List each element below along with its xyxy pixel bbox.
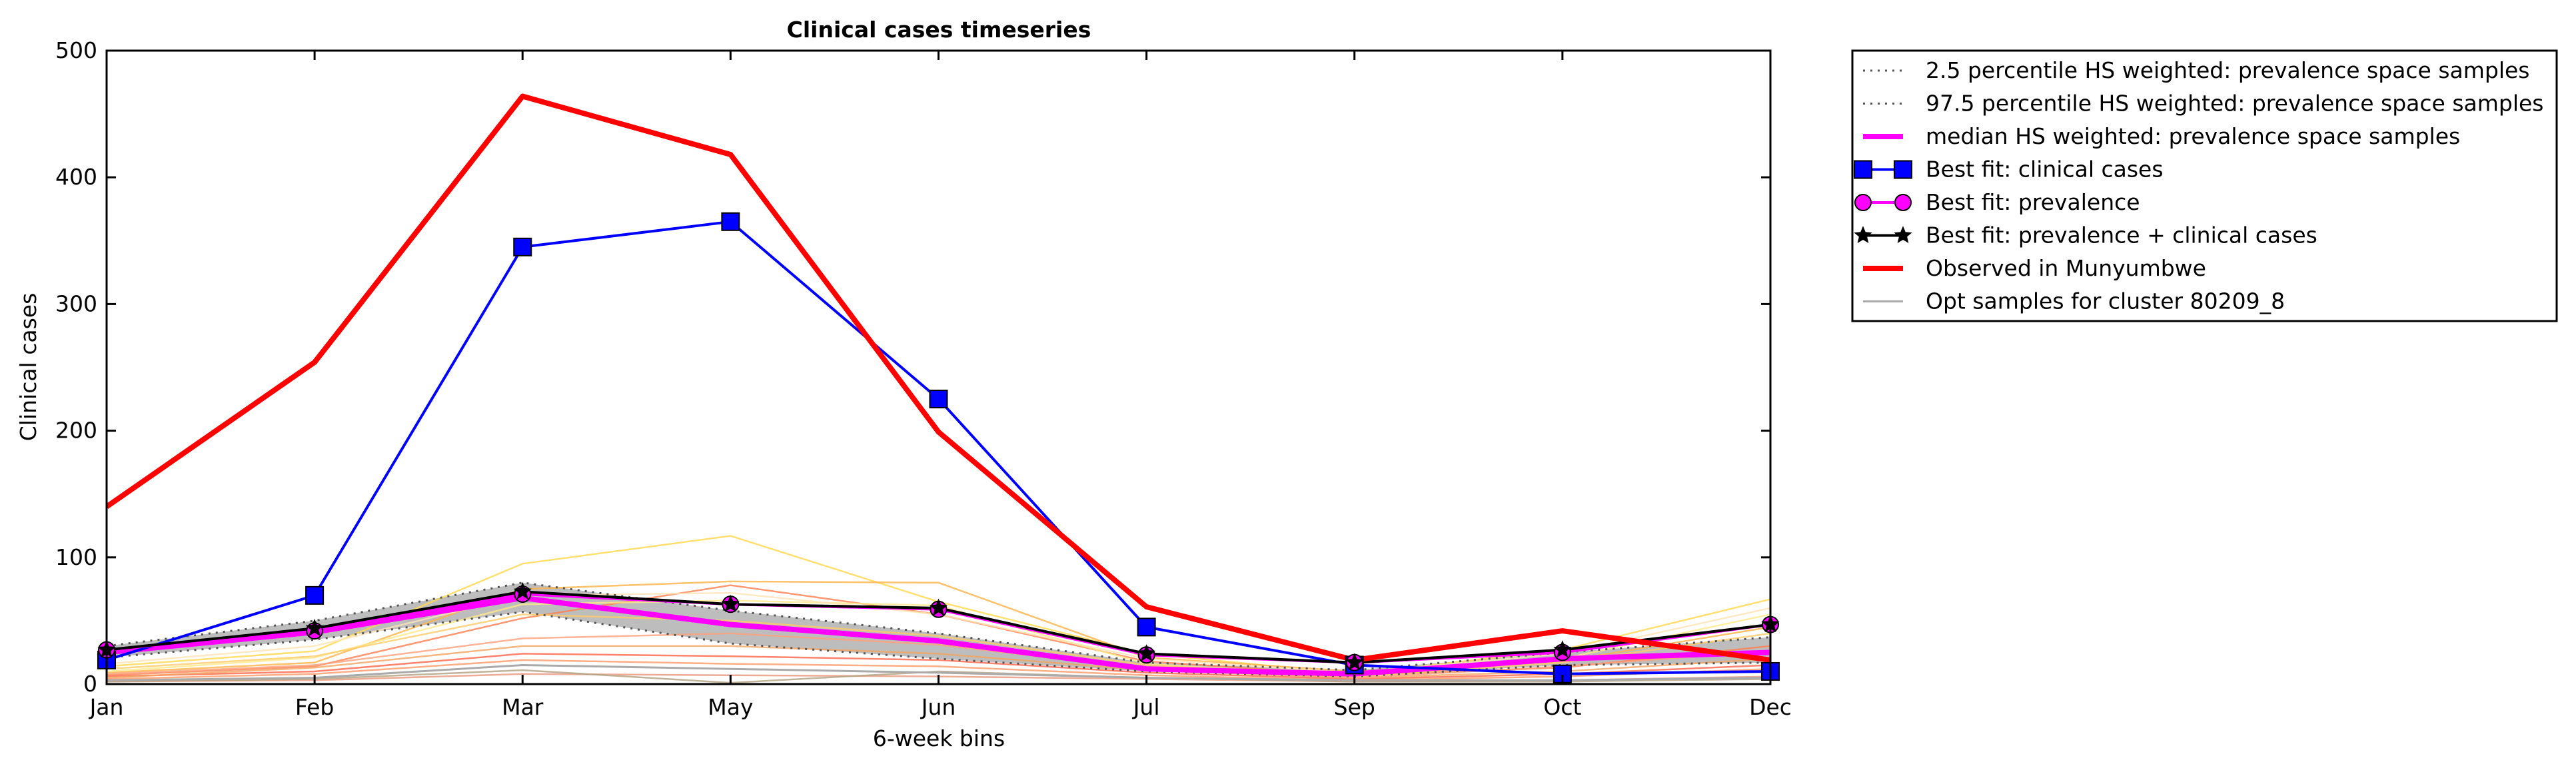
y-tick-label: 300 bbox=[55, 290, 97, 316]
square-marker bbox=[513, 237, 532, 256]
legend-label: Observed in Munyumbwe bbox=[1926, 255, 2206, 281]
star-marker bbox=[1854, 226, 1872, 244]
legend-label: Best fit: prevalence bbox=[1926, 189, 2140, 215]
star-marker bbox=[1894, 226, 1912, 244]
marker-layer bbox=[97, 212, 1780, 683]
square-marker bbox=[721, 212, 740, 231]
x-tick-label: Oct bbox=[1543, 694, 1581, 720]
y-tick-label: 0 bbox=[83, 671, 97, 697]
star-marker bbox=[1345, 653, 1364, 671]
series-line-percentile bbox=[107, 611, 1770, 678]
star-marker bbox=[305, 618, 324, 636]
y-tick-label: 400 bbox=[55, 164, 97, 190]
legend-label: Best fit: prevalence + clinical cases bbox=[1926, 222, 2317, 248]
star-marker bbox=[721, 594, 740, 612]
percentile-band bbox=[107, 582, 1770, 677]
legend-square-marker bbox=[1854, 160, 1872, 179]
legend-label: Best fit: clinical cases bbox=[1926, 157, 2164, 183]
legend-circle-marker bbox=[1894, 194, 1912, 211]
square-marker bbox=[305, 585, 324, 605]
percentile-band-layer bbox=[107, 582, 1770, 677]
axes-layer: 0 100 200 300 400 500 Jan Feb Mar May Jun Jul Sep Oct… bbox=[55, 37, 1792, 720]
series-line-percentile bbox=[107, 581, 1770, 671]
star-marker bbox=[1553, 640, 1572, 658]
y-tick-label: 500 bbox=[55, 37, 97, 63]
series-line-opt-sample bbox=[107, 663, 1770, 681]
x-axis-title: 6-week bins bbox=[873, 725, 1005, 751]
series-line-thick bbox=[107, 93, 1770, 663]
legend-label: median HS weighted: prevalence space sam… bbox=[1926, 123, 2460, 149]
x-tick-label: Feb bbox=[295, 694, 334, 720]
legend-circle-marker bbox=[1854, 194, 1872, 211]
series-line-thick bbox=[107, 595, 1770, 677]
square-marker bbox=[1137, 617, 1156, 637]
legend-label: 2.5 percentile HS weighted: prevalence s… bbox=[1926, 57, 2530, 83]
x-tick-label: Sep bbox=[1334, 694, 1375, 720]
y-axis-title: Clinical cases bbox=[15, 293, 41, 442]
chart-title: Clinical cases timeseries bbox=[787, 17, 1091, 43]
x-tick-label: Mar bbox=[502, 694, 544, 720]
opt-sample-line bbox=[107, 645, 1770, 679]
legend-label: 97.5 percentile HS weighted: prevalence … bbox=[1926, 91, 2544, 117]
opt-sample-line bbox=[107, 653, 1770, 680]
star-marker bbox=[929, 598, 948, 616]
y-tick-label: 100 bbox=[55, 544, 97, 570]
x-tick-label: Jul bbox=[1132, 694, 1160, 720]
star-marker bbox=[513, 581, 532, 599]
x-tick-label: May bbox=[708, 694, 753, 720]
x-tick-label: Jan bbox=[89, 694, 124, 720]
x-tick-label: Dec bbox=[1749, 694, 1792, 720]
opt-sample-line bbox=[107, 669, 1770, 684]
square-marker bbox=[929, 390, 948, 409]
plot-frame bbox=[105, 49, 1772, 685]
y-tick-label: 200 bbox=[55, 418, 97, 444]
legend: 2.5 percentile HS weighted: prevalence s… bbox=[1854, 57, 2544, 314]
opt-sample-line bbox=[107, 613, 1770, 677]
legend-label: Opt samples for cluster 80209_8 bbox=[1926, 288, 2285, 314]
series-layer bbox=[107, 93, 1770, 684]
legend-box bbox=[1851, 49, 2558, 322]
x-tick-label: Jun bbox=[920, 694, 956, 720]
opt-sample-line bbox=[107, 659, 1770, 681]
legend-square-marker bbox=[1894, 160, 1912, 179]
star-marker bbox=[1137, 644, 1156, 661]
